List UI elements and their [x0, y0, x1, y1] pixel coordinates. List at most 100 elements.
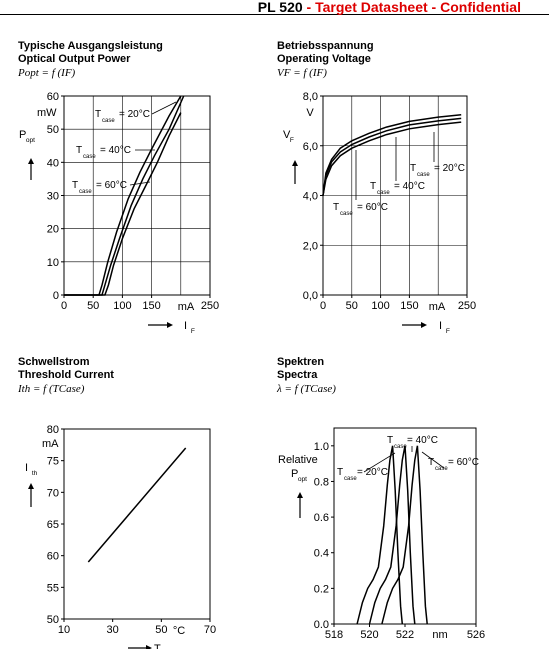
title-german: Typische Ausgangsleistung: [18, 40, 163, 52]
chart4-series-3: [381, 445, 428, 625]
chart1-xunit: mA: [178, 301, 195, 313]
legend-value: = 40°C: [394, 181, 425, 192]
chart2-xtick-label: 0: [320, 300, 326, 312]
header-rule: [0, 0, 549, 15]
chart4-xtick-label: 518: [325, 629, 343, 641]
chart3-ylabel-main: I: [25, 462, 28, 474]
legend-value: = 20°C: [434, 163, 465, 174]
title-german: Spektren: [277, 356, 325, 368]
chart2-ytick-label: 0,0: [303, 290, 318, 302]
chart4-ytick-label: 0.0: [314, 619, 329, 631]
page-header: PL 520 - Target Datasheet - Confidential: [258, 0, 521, 15]
legend-value: = 20°C: [357, 467, 388, 478]
chart1-ytick-label: 40: [47, 157, 59, 169]
legend-sub: case: [340, 211, 353, 217]
chart3-ylabel-sub: th: [32, 470, 38, 477]
chart2-ytick-label: 6,0: [303, 141, 318, 153]
chart4-ytick-label: 1.0: [314, 441, 329, 453]
chart4-ytick-label: 0.4: [314, 548, 329, 560]
chart3-ytick-label: 75: [47, 456, 59, 468]
chart1-leader-1: [151, 101, 177, 115]
chart2-ytick-label: 2,0: [303, 240, 318, 252]
chart2-xlabel-sub: F: [446, 328, 450, 335]
chart4-ylabel-top: Relative: [278, 454, 318, 466]
chart3-ytick-label: 70: [47, 487, 59, 499]
chart2-xtick-label: 250: [458, 300, 476, 312]
legend-value: = 60°C: [448, 457, 479, 468]
panel-title-spectra: Spektren Spectra: [277, 356, 324, 382]
chart2-yunit: V: [306, 107, 314, 119]
chart1-ylabel-main: P: [19, 129, 26, 141]
chart1-xtick-label: 250: [201, 300, 219, 312]
title-german: Schwellstrom: [18, 356, 90, 368]
legend-value: = 20°C: [119, 109, 150, 120]
chart1-xtick-label: 150: [142, 300, 160, 312]
chart3-xtick-label: 30: [107, 624, 119, 636]
legend-sub: case: [435, 466, 448, 472]
formula-threshold: Ith = f (TCase): [18, 383, 85, 395]
chart1-ytick-label: 50: [47, 124, 59, 136]
chart1-xlabel-main: I: [184, 320, 187, 332]
legend-t: T: [410, 163, 416, 174]
legend-value: = 60°C: [96, 180, 127, 191]
chart4-ylabel-sub: opt: [298, 476, 307, 483]
legend-sub: case: [102, 118, 115, 124]
legend-sub: case: [344, 476, 357, 482]
chart3-xtick-label: 10: [58, 624, 70, 636]
chart2-ytick-label: 8,0: [303, 91, 318, 103]
formula-voltage: VF = f (IF): [277, 67, 327, 79]
title-english: Operating Voltage: [277, 53, 371, 65]
legend-t: T: [370, 181, 376, 192]
chart3-series-1: [87, 447, 187, 563]
panel-title-voltage: Betriebsspannung Operating Voltage: [277, 40, 374, 66]
chart4-leader-1: [363, 452, 396, 473]
chart2-xlabel-main: I: [439, 320, 442, 332]
chart2-xarrow-head: [421, 322, 427, 328]
chart4-series-2: [368, 445, 416, 625]
chart1-ytick-label: 20: [47, 224, 59, 236]
chart2-ytick-label: 4,0: [303, 191, 318, 203]
chart1-series-1: [64, 95, 182, 296]
chart4-xtick-label: 522: [396, 629, 414, 641]
title-english: Spectra: [277, 369, 318, 381]
formula-spectra: λ = f (TCase): [277, 383, 336, 395]
chart1-yarrow-head: [28, 158, 34, 164]
chart2-series-3: [322, 121, 462, 196]
legend-sub: case: [79, 189, 92, 195]
chart3-xtick-label: 70: [204, 624, 216, 636]
chart1-xlabel-sub: F: [191, 328, 195, 335]
legend-t: T: [337, 467, 343, 478]
chart4-ylabel-main: P: [291, 468, 298, 480]
chart3-ytick-label: 60: [47, 551, 59, 563]
legend-value: = 40°C: [407, 435, 438, 446]
chart1-xtick-label: 50: [87, 300, 99, 312]
header-separator: -: [302, 0, 316, 15]
chart4-ytick-label: 0.2: [314, 583, 329, 595]
chart1-xtick-label: 100: [113, 300, 131, 312]
chart4-leader-3: [421, 451, 445, 469]
chart1-series-2: [64, 95, 185, 296]
chart1-ytick-label: 30: [47, 191, 59, 203]
chart3-xtick-label: 50: [155, 624, 167, 636]
chart4-series-1: [356, 445, 404, 625]
chart2-ylabel-sub: F: [290, 137, 294, 144]
title-english: Optical Output Power: [18, 53, 131, 65]
chart1-yunit: mW: [37, 107, 57, 119]
legend-sub: case: [394, 444, 407, 450]
chart4-yarrow-head: [297, 492, 303, 498]
chart3-ytick-label: 80: [47, 424, 59, 436]
chart2-xtick-label: 150: [400, 300, 418, 312]
chart3-frame: [63, 428, 211, 620]
chart1-ylabel-sub: opt: [26, 137, 35, 144]
legend-t: T: [387, 435, 393, 446]
